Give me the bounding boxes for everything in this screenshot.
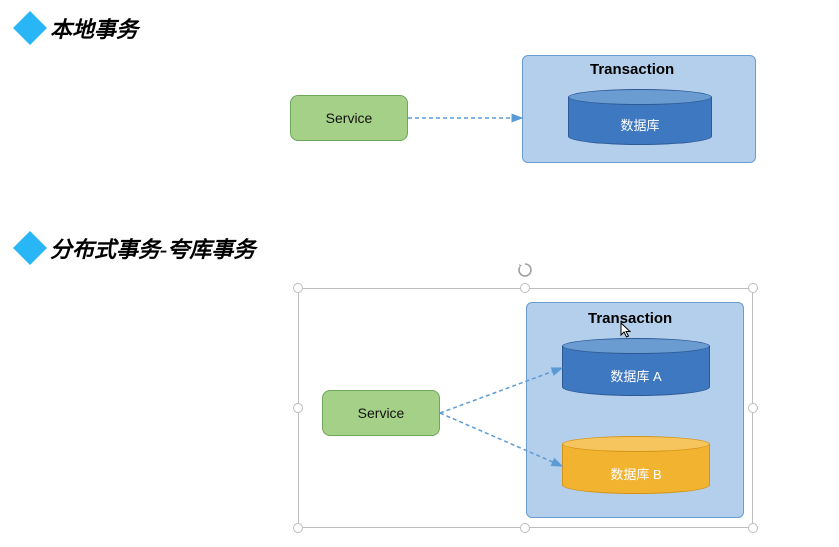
database-b-label: 数据库 B: [562, 464, 710, 483]
resize-handle-s[interactable]: [520, 523, 530, 533]
service-box: Service: [290, 95, 408, 141]
resize-handle-ne[interactable]: [748, 283, 758, 293]
resize-handle-e[interactable]: [748, 403, 758, 413]
diagram-distributed: Transaction Service 数据库 A 数据库 B: [290, 288, 780, 538]
resize-handle-se[interactable]: [748, 523, 758, 533]
transaction-title: Transaction: [590, 61, 674, 78]
service-box: Service: [322, 390, 440, 436]
resize-handle-sw[interactable]: [293, 523, 303, 533]
service-label: Service: [326, 110, 373, 126]
database-a-label: 数据库 A: [562, 366, 710, 385]
database-b-cylinder: 数据库 B: [562, 436, 710, 494]
mouse-cursor-icon: [620, 322, 634, 338]
database-label: 数据库: [568, 115, 712, 134]
database-a-cylinder: 数据库 A: [562, 338, 710, 396]
resize-handle-n[interactable]: [520, 283, 530, 293]
service-label: Service: [358, 405, 405, 421]
diagram-local: Transaction Service 数据库: [290, 55, 780, 175]
diamond-bullet-icon: [13, 231, 47, 265]
resize-handle-w[interactable]: [293, 403, 303, 413]
heading-local-transaction: 本地事务: [18, 12, 138, 44]
database-cylinder: 数据库: [568, 89, 712, 145]
heading-distributed-transaction: 分布式事务-夸库事务: [18, 232, 255, 264]
heading-text: 本地事务: [50, 12, 138, 44]
rotate-handle-icon[interactable]: [517, 262, 533, 278]
diamond-bullet-icon: [13, 11, 47, 45]
resize-handle-nw[interactable]: [293, 283, 303, 293]
heading-text: 分布式事务-夸库事务: [50, 232, 255, 264]
